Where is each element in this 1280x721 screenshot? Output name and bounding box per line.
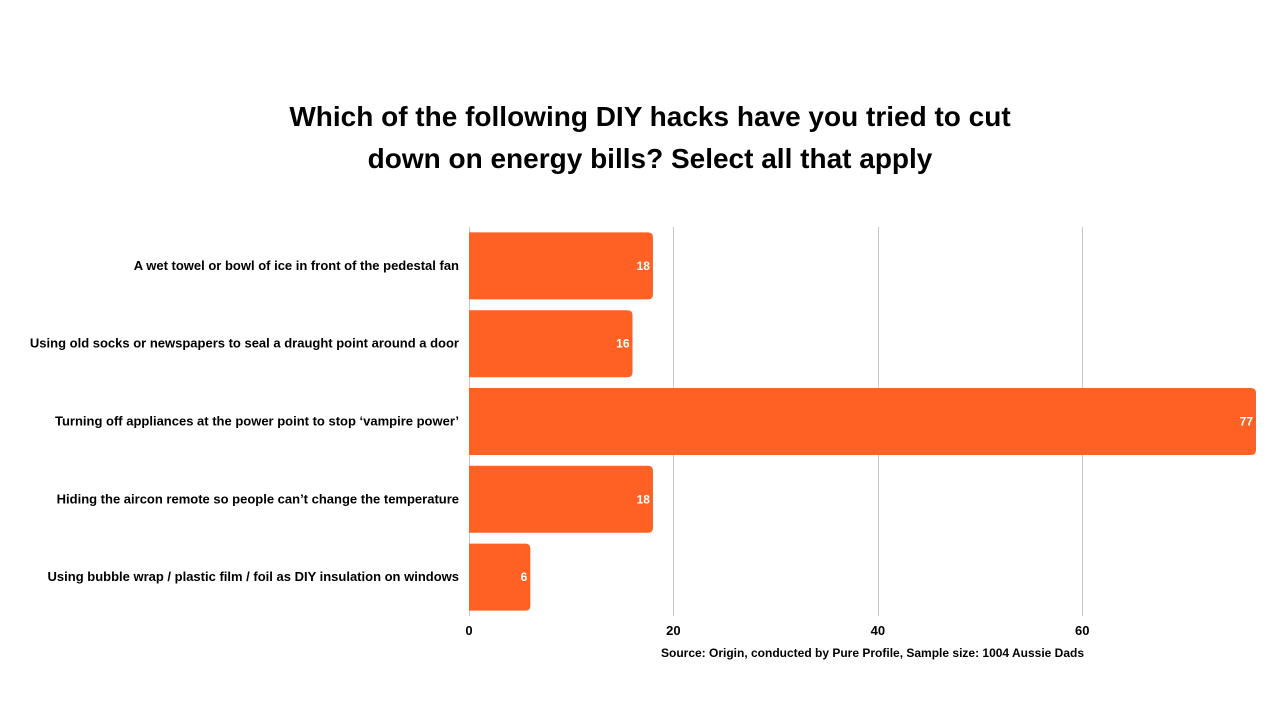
data-label-4: 18	[637, 492, 651, 506]
bar-1	[469, 232, 653, 300]
data-label-1: 18	[637, 259, 651, 273]
category-labels: A wet towel or bowl of ice in front of t…	[30, 258, 459, 584]
bar-3	[469, 388, 1256, 455]
category-label-4: Hiding the aircon remote so people can’t…	[57, 491, 459, 506]
x-tick-label-0: 0	[465, 623, 472, 638]
bars: 18 16 77 18 6	[469, 232, 1256, 611]
bar-2	[469, 310, 633, 378]
chart-title: Which of the following DIY hacks have yo…	[200, 96, 1100, 180]
category-label-1: A wet towel or bowl of ice in front of t…	[134, 258, 459, 273]
source-note: Source: Origin, conducted by Pure Profil…	[661, 646, 1085, 660]
chart-title-line-1: Which of the following DIY hacks have yo…	[289, 101, 1011, 132]
bar-5	[469, 543, 531, 611]
data-label-5: 6	[521, 570, 528, 584]
x-axis-ticks: 0 20 40 60	[465, 623, 1089, 638]
category-label-5: Using bubble wrap / plastic film / foil …	[48, 569, 459, 584]
x-tick-label-20: 20	[666, 623, 680, 638]
chart-title-line-2: down on energy bills? Select all that ap…	[367, 143, 933, 174]
bar-4	[469, 465, 653, 533]
x-tick-label-60: 60	[1075, 623, 1089, 638]
category-label-3: Turning off appliances at the power poin…	[55, 414, 459, 429]
category-label-2: Using old socks or newspapers to seal a …	[30, 336, 459, 351]
data-label-3: 77	[1240, 415, 1254, 429]
x-tick-label-40: 40	[871, 623, 885, 638]
data-label-2: 16	[616, 337, 630, 351]
